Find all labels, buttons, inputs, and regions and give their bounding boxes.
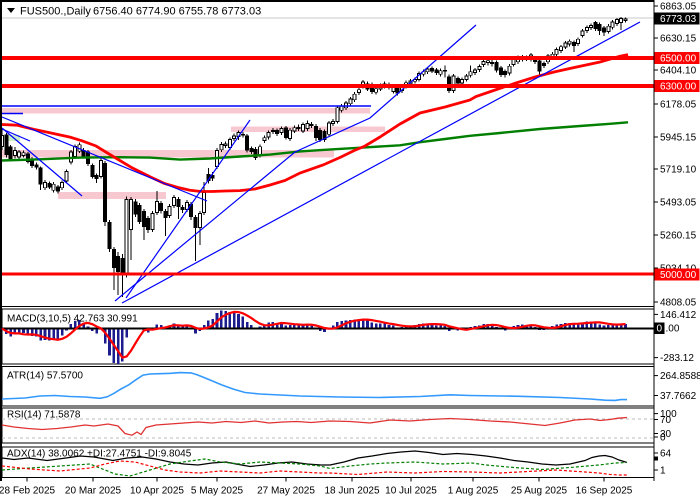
svg-text:6773.03: 6773.03 <box>660 14 697 25</box>
svg-text:ADX(14) 38.0062 +DI:27.4751 -D: ADX(14) 38.0062 +DI:27.4751 -DI:9.8045 <box>7 449 192 460</box>
svg-text:30: 30 <box>660 429 672 440</box>
svg-text:5945.15: 5945.15 <box>660 133 697 144</box>
svg-text:10 Jul 2025: 10 Jul 2025 <box>385 486 437 497</box>
svg-text:6630.15: 6630.15 <box>660 34 697 45</box>
svg-text:5000.00: 5000.00 <box>660 270 697 281</box>
svg-text:70: 70 <box>660 415 672 426</box>
svg-text:20 Mar 2025: 20 Mar 2025 <box>65 486 122 497</box>
svg-text:0: 0 <box>660 433 666 444</box>
svg-text:ATR(14) 57.5700: ATR(14) 57.5700 <box>7 371 83 382</box>
svg-text:1: 1 <box>660 466 666 477</box>
svg-text:6863.05: 6863.05 <box>660 2 697 13</box>
svg-text:6756.40 6774.90 6755.78 6773.0: 6756.40 6774.90 6755.78 6773.03 <box>93 6 261 18</box>
svg-text:0: 0 <box>657 324 663 335</box>
svg-text:5 May 2025: 5 May 2025 <box>191 486 244 497</box>
svg-text:10 Apr 2025: 10 Apr 2025 <box>130 486 184 497</box>
svg-text:6300.00: 6300.00 <box>660 82 697 93</box>
svg-text:5493.05: 5493.05 <box>660 198 697 209</box>
svg-text:FUS500.,Daily: FUS500.,Daily <box>20 6 91 18</box>
svg-text:5719.10: 5719.10 <box>660 165 697 176</box>
svg-text:37.7662: 37.7662 <box>660 391 697 402</box>
svg-text:.00: .00 <box>666 324 680 335</box>
svg-text:25 Aug 2025: 25 Aug 2025 <box>511 486 568 497</box>
svg-text:6178.05: 6178.05 <box>660 100 697 111</box>
svg-text:5260.15: 5260.15 <box>660 231 697 242</box>
svg-text:64: 64 <box>660 449 672 460</box>
svg-text:16 Sep 2025: 16 Sep 2025 <box>576 486 633 497</box>
svg-text:18 Jun 2025: 18 Jun 2025 <box>324 486 379 497</box>
svg-text:-283.12: -283.12 <box>660 353 694 364</box>
svg-text:6500.00: 6500.00 <box>660 54 697 65</box>
svg-text:28 Feb 2025: 28 Feb 2025 <box>0 486 56 497</box>
svg-text:264.8588: 264.8588 <box>660 371 700 382</box>
svg-text:27 May 2025: 27 May 2025 <box>257 486 315 497</box>
svg-text:4808.05: 4808.05 <box>660 298 697 309</box>
svg-text:100: 100 <box>660 409 677 420</box>
svg-text:6404.10: 6404.10 <box>660 66 697 77</box>
svg-text:1 Aug 2025: 1 Aug 2025 <box>448 486 499 497</box>
svg-text:MACD(3,10,5) 42.763 30.991: MACD(3,10,5) 42.763 30.991 <box>7 314 138 325</box>
svg-text:RSI(14) 71.5878: RSI(14) 71.5878 <box>7 410 81 421</box>
svg-text:146.412: 146.412 <box>660 310 697 321</box>
